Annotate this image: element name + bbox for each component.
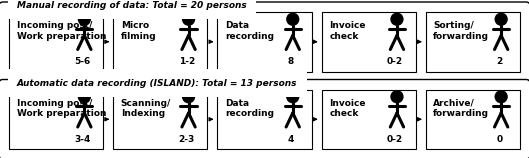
FancyBboxPatch shape [0, 2, 529, 82]
Text: 0-2: 0-2 [387, 58, 403, 67]
FancyBboxPatch shape [9, 12, 103, 72]
Circle shape [182, 13, 195, 26]
FancyBboxPatch shape [0, 79, 529, 158]
Text: 1-2: 1-2 [179, 58, 195, 67]
Text: Incoming post/
Work preparation: Incoming post/ Work preparation [16, 21, 106, 41]
Text: 4: 4 [288, 135, 294, 144]
Text: Data
recording: Data recording [225, 99, 274, 118]
Circle shape [286, 90, 299, 103]
Text: Archive/
forwarding: Archive/ forwarding [433, 99, 489, 118]
Circle shape [78, 13, 91, 26]
Text: 2: 2 [496, 58, 503, 67]
Circle shape [495, 13, 508, 26]
Text: Invoice
check: Invoice check [329, 21, 366, 41]
Circle shape [78, 90, 91, 103]
FancyBboxPatch shape [217, 89, 312, 149]
Text: Manual recording of data: Total = 20 persons: Manual recording of data: Total = 20 per… [17, 1, 247, 10]
Circle shape [182, 90, 195, 103]
Text: Data
recording: Data recording [225, 21, 274, 41]
Text: Invoice
check: Invoice check [329, 99, 366, 118]
Text: Micro
filming: Micro filming [121, 21, 157, 41]
Text: 0-2: 0-2 [387, 135, 403, 144]
FancyBboxPatch shape [113, 12, 207, 72]
Circle shape [390, 13, 404, 26]
Text: Sorting/
forwarding: Sorting/ forwarding [433, 21, 489, 41]
FancyBboxPatch shape [322, 89, 416, 149]
Text: Automatic data recording (ISLAND): Total = 13 persons: Automatic data recording (ISLAND): Total… [17, 79, 297, 88]
Text: 5-6: 5-6 [75, 58, 90, 67]
Text: 8: 8 [288, 58, 294, 67]
Text: 3-4: 3-4 [74, 135, 90, 144]
Circle shape [495, 90, 508, 103]
Text: Scanning/
Indexing: Scanning/ Indexing [121, 99, 171, 118]
FancyBboxPatch shape [426, 12, 520, 72]
Text: 2-3: 2-3 [179, 135, 195, 144]
Circle shape [286, 13, 299, 26]
FancyBboxPatch shape [9, 89, 103, 149]
FancyBboxPatch shape [322, 12, 416, 72]
Text: Incoming post/
Work preparation: Incoming post/ Work preparation [16, 99, 106, 118]
FancyBboxPatch shape [217, 12, 312, 72]
FancyBboxPatch shape [113, 89, 207, 149]
FancyBboxPatch shape [426, 89, 520, 149]
Text: 0: 0 [496, 135, 503, 144]
Circle shape [390, 90, 404, 103]
